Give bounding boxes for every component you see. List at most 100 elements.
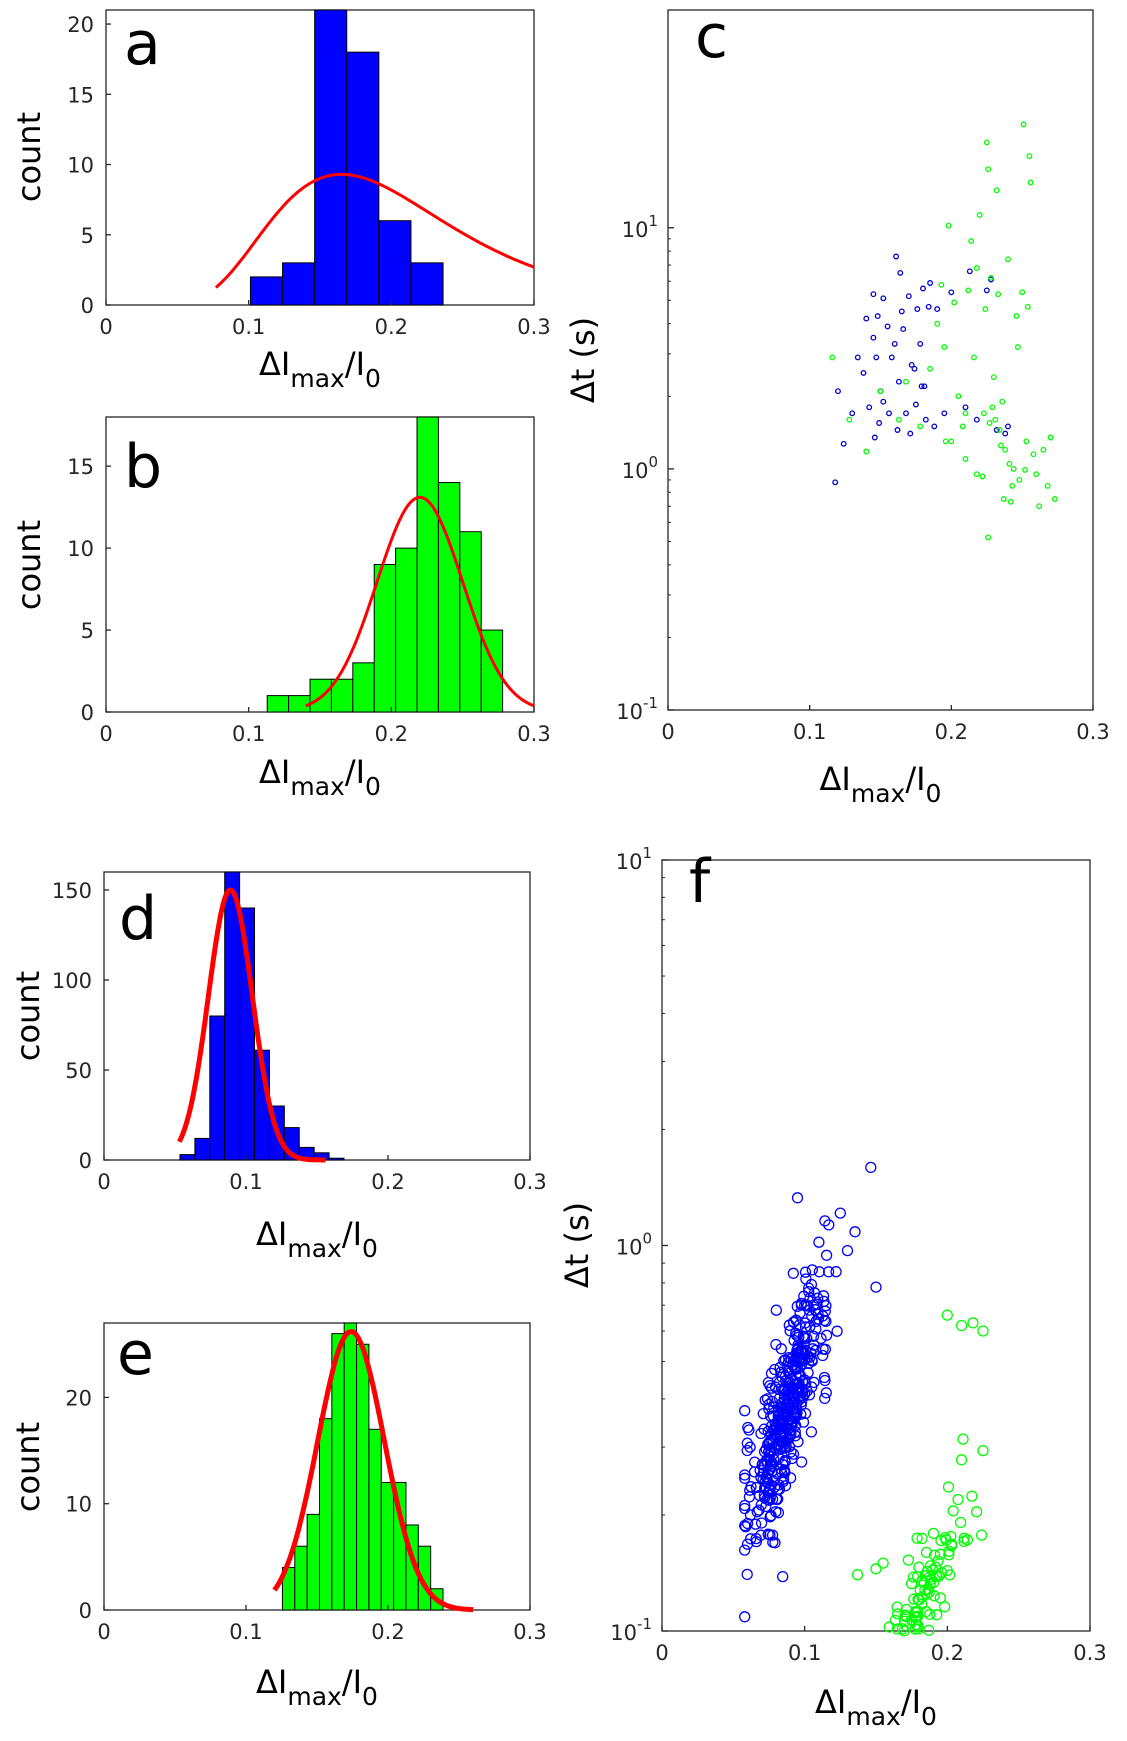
point-c-1-25 — [983, 139, 990, 146]
point-f-0-267 — [815, 1332, 827, 1345]
ytick-label-e-0: 0 — [79, 1599, 92, 1623]
xtick-label-d-2: 0.2 — [371, 1170, 404, 1194]
point-f-0-354 — [763, 1437, 775, 1449]
xtick-label-e-0: 0 — [97, 1620, 110, 1644]
point-f-0-425 — [775, 1436, 787, 1448]
point-f-0-315 — [760, 1500, 772, 1513]
point-f-0-379 — [811, 1298, 823, 1310]
point-f-0-382 — [779, 1480, 792, 1492]
point-f-0-179 — [749, 1456, 761, 1468]
bar-e-2 — [306, 1513, 320, 1611]
point-f-0-409 — [793, 1391, 805, 1403]
point-f-0-73 — [755, 1517, 768, 1529]
point-f-1-110 — [923, 1586, 935, 1599]
point-f-0-309 — [778, 1408, 790, 1421]
point-c-1-27 — [986, 420, 993, 426]
point-c-0-15 — [880, 295, 887, 302]
ytick-label-c-1: 100 — [622, 453, 658, 483]
panel-label-e: e — [117, 1319, 154, 1389]
point-f-0-245 — [759, 1475, 771, 1488]
bar-e-8 — [380, 1481, 395, 1611]
point-f-1-115 — [916, 1532, 928, 1545]
xlabel-b: ΔImax/I0 — [259, 753, 381, 801]
bar-e-3 — [318, 1418, 333, 1611]
point-c-1-30 — [990, 374, 997, 381]
point-c-1-42 — [1009, 482, 1016, 489]
bar-b-7 — [416, 416, 439, 713]
plot-area-c — [667, 9, 1094, 711]
point-c-1-0 — [829, 354, 836, 361]
point-f-1-126 — [966, 1490, 978, 1502]
point-c-1-43 — [1010, 465, 1017, 472]
point-c-1-61 — [985, 534, 992, 541]
point-c-1-64 — [942, 438, 949, 445]
point-f-0-373 — [783, 1319, 795, 1331]
point-f-0-165 — [810, 1323, 822, 1335]
point-f-1-87 — [908, 1593, 920, 1605]
point-c-0-20 — [891, 340, 898, 347]
point-c-0-25 — [898, 308, 905, 315]
point-f-1-69 — [957, 1433, 969, 1445]
bar-b-5 — [373, 564, 397, 713]
ylabel-f: Δt (s) — [558, 1202, 596, 1288]
bar-a-0 — [249, 276, 284, 306]
bar-d-10 — [328, 1157, 345, 1161]
ytick-label-d-2: 100 — [52, 969, 92, 993]
point-f-0-347 — [765, 1367, 778, 1380]
ytick-label-f-0: 10-1 — [610, 1615, 652, 1645]
point-f-0-411 — [764, 1455, 776, 1468]
panel-label-f: f — [689, 847, 712, 917]
point-c-0-50 — [993, 427, 1000, 433]
ytick-label-b-2: 10 — [67, 537, 94, 561]
xtick-label-c-1: 0.1 — [793, 720, 826, 744]
point-f-1-113 — [924, 1571, 936, 1583]
point-f-0-208 — [818, 1314, 831, 1327]
point-f-0-421 — [791, 1343, 804, 1355]
point-f-0-393 — [779, 1370, 792, 1383]
point-c-1-9 — [938, 281, 945, 288]
point-c-0-47 — [973, 416, 980, 423]
point-f-0-60 — [819, 1215, 831, 1227]
point-f-1-47 — [923, 1624, 935, 1636]
point-f-0-155 — [739, 1502, 751, 1515]
xtick-label-f-3: 0.3 — [1073, 1641, 1106, 1665]
point-c-1-55 — [1033, 471, 1040, 478]
point-f-1-18 — [939, 1601, 951, 1613]
point-f-0-352 — [742, 1421, 754, 1434]
point-f-1-3 — [941, 1309, 953, 1321]
ytick-label-d-3: 150 — [52, 879, 92, 903]
panel-label-a: a — [124, 9, 161, 79]
point-f-1-127 — [889, 1614, 902, 1627]
point-c-0-29 — [907, 430, 914, 437]
point-c-0-2 — [840, 440, 847, 447]
point-f-0-364 — [761, 1393, 774, 1405]
point-f-1-99 — [955, 1454, 968, 1466]
point-f-1-107 — [954, 1516, 967, 1529]
bar-d-0 — [179, 1154, 196, 1161]
point-c-0-51 — [1002, 430, 1009, 437]
point-f-0-358 — [818, 1371, 831, 1384]
xtick-label-b-0: 0 — [99, 722, 112, 746]
point-c-0-45 — [962, 404, 969, 411]
point-f-0-420 — [777, 1417, 790, 1429]
point-f-0-292 — [751, 1506, 763, 1518]
panel-label-c: c — [695, 2, 728, 72]
point-c-0-41 — [931, 423, 938, 430]
bar-b-6 — [395, 547, 418, 713]
point-f-0-412 — [787, 1383, 799, 1395]
point-c-0-36 — [920, 285, 926, 292]
point-f-1-130 — [920, 1605, 932, 1618]
point-f-0-305 — [804, 1292, 816, 1304]
point-c-1-34 — [996, 427, 1003, 433]
point-c-1-35 — [997, 442, 1004, 449]
ytick-label-e-2: 20 — [65, 1386, 92, 1410]
point-f-1-149 — [909, 1611, 921, 1624]
point-f-0-386 — [744, 1441, 756, 1453]
point-f-1-41 — [935, 1534, 947, 1547]
ytick-label-e-1: 10 — [65, 1493, 92, 1517]
point-f-0-6 — [870, 1281, 882, 1293]
ylabel-a: count — [10, 112, 48, 202]
point-f-0-328 — [798, 1290, 810, 1302]
point-f-0-415 — [793, 1331, 805, 1343]
xtick-label-a-2: 0.2 — [375, 315, 408, 339]
